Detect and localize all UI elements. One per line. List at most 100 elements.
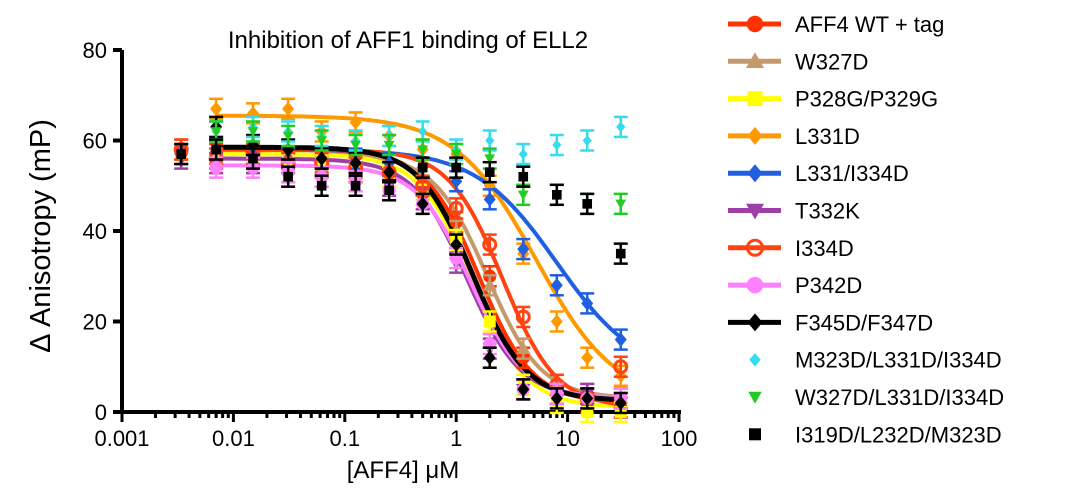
data-point <box>485 135 495 146</box>
legend-marker <box>746 238 764 257</box>
data-point <box>552 139 562 151</box>
x-tick-label: 10 <box>555 426 579 451</box>
data-point <box>483 178 496 193</box>
data-point <box>383 140 395 151</box>
x-tick-label: 0.1 <box>330 426 361 451</box>
data-point <box>350 180 361 191</box>
legend-marker <box>746 203 764 220</box>
data-point <box>581 391 594 406</box>
data-point <box>483 192 496 207</box>
legend-marker <box>746 276 764 294</box>
data-point <box>550 278 563 293</box>
data-point <box>517 241 530 257</box>
legend-label: W327D <box>795 49 868 74</box>
data-point <box>581 350 594 365</box>
legend-label: P342D <box>795 273 862 298</box>
data-point <box>417 145 429 155</box>
data-point <box>210 101 223 117</box>
x-tick-label: 1 <box>450 426 462 451</box>
y-tick-label: 20 <box>83 310 107 335</box>
legend-label: P328G/P329G <box>795 87 938 112</box>
data-point <box>415 178 431 194</box>
data-point <box>614 395 627 411</box>
legend-marker <box>749 352 761 367</box>
legend-marker <box>749 428 761 441</box>
data-point <box>316 136 328 146</box>
legend-marker <box>746 15 764 33</box>
data-point <box>582 135 592 146</box>
data-point <box>247 127 259 137</box>
data-point <box>450 237 463 252</box>
legend-label: L331D <box>795 124 860 149</box>
data-point <box>209 161 223 175</box>
data-point <box>581 296 594 311</box>
chart-title: Inhibition of AFF1 binding of ELL2 <box>228 27 588 54</box>
data-point <box>517 382 530 397</box>
y-tick-label: 80 <box>83 38 107 63</box>
data-point <box>283 171 293 182</box>
data-point <box>247 106 260 121</box>
data-point <box>582 199 593 209</box>
data-point <box>615 199 627 210</box>
data-point <box>613 359 629 375</box>
data-point <box>484 154 496 164</box>
data-point <box>614 332 627 347</box>
x-axis-label: [AFF4] μM <box>347 457 460 484</box>
data-point <box>616 121 626 133</box>
data-point <box>416 196 429 212</box>
legend: AFF4 WT + tag W327D P328G/P329G L331D L331/I… <box>728 12 1004 447</box>
data-point <box>383 164 396 180</box>
data-point <box>451 162 461 173</box>
legend-label: M323D/L331D/I334D <box>795 348 1002 373</box>
x-tick-label: 100 <box>661 426 698 451</box>
data-point <box>483 315 496 328</box>
data-point <box>516 341 531 355</box>
legend-label: I319D/L232D/M323D <box>795 422 1002 447</box>
data-point <box>349 115 362 130</box>
y-tick-label: 60 <box>83 129 107 154</box>
data-point <box>315 151 328 166</box>
x-tick-label: 0.001 <box>94 426 149 451</box>
data-point <box>248 153 258 164</box>
legend-marker <box>746 52 764 69</box>
data-point <box>515 309 531 325</box>
legend-marker <box>747 164 763 183</box>
data-point <box>615 248 626 259</box>
data-point <box>282 131 294 142</box>
data-point <box>384 185 394 196</box>
y-axis-label: Δ Anisotropy (mP) <box>25 119 57 353</box>
data-point <box>316 180 327 191</box>
data-point <box>211 144 221 155</box>
data-point <box>484 167 495 177</box>
data-point <box>482 237 498 253</box>
fit-curve <box>216 113 622 374</box>
data-point <box>282 101 295 117</box>
data-point <box>552 190 562 200</box>
data-point <box>550 391 563 406</box>
data-point <box>210 127 222 137</box>
legend-label: I334D <box>795 236 854 261</box>
x-tick-label: 0.01 <box>212 426 255 451</box>
legend-label: T332K <box>795 199 860 224</box>
data-point <box>483 350 496 365</box>
legend-label: L331/I334D <box>795 161 909 186</box>
legend-marker <box>747 91 763 107</box>
axes: 0 20 40 60 80 0.001 0.01 0.1 1 10 100 <box>83 38 698 451</box>
data-point <box>550 314 563 329</box>
data-point <box>417 162 428 173</box>
legend-marker <box>747 126 763 145</box>
data-point <box>176 149 187 159</box>
data-point <box>448 200 464 216</box>
data-point <box>349 155 362 171</box>
data-point <box>450 149 462 160</box>
data-point <box>517 190 529 201</box>
data-point <box>482 278 497 291</box>
y-tick-label: 0 <box>95 400 107 425</box>
data-point <box>518 148 528 160</box>
y-tick-label: 40 <box>83 219 107 244</box>
data-point <box>418 126 428 137</box>
legend-label: F345D/F347D <box>795 310 933 335</box>
legend-label: W327D/L331D/I334D <box>795 385 1004 410</box>
legend-marker <box>748 391 762 404</box>
